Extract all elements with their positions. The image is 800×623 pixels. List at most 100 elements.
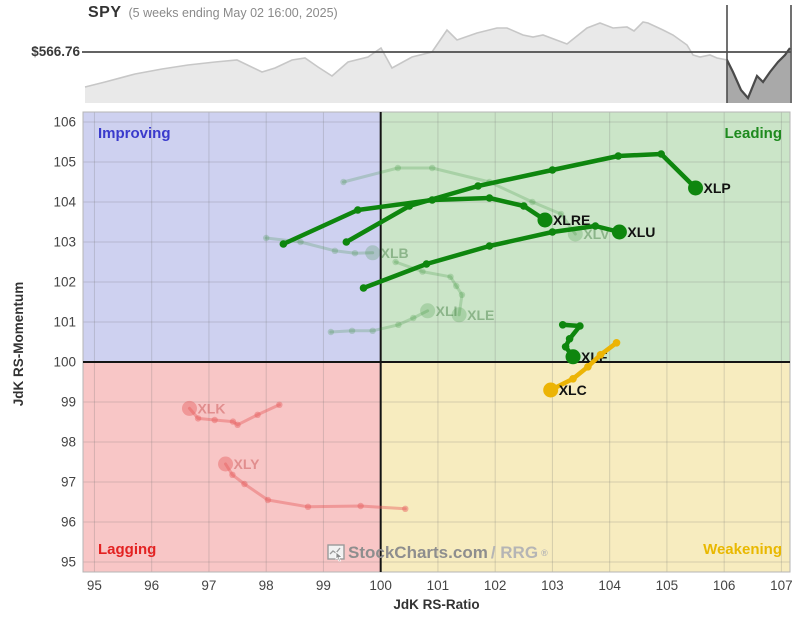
tail-node-dot (340, 178, 347, 186)
tail-XLP: XLP (342, 150, 731, 246)
y-tick-label: 102 (53, 275, 76, 290)
tail-line (281, 195, 548, 247)
symbol-dot-XLY[interactable] (218, 456, 234, 472)
symbol-dot-XLI[interactable] (420, 303, 436, 319)
tail-node-dot (264, 496, 272, 504)
tail-node-dot (395, 321, 402, 328)
tail-XLE: XLE (392, 258, 494, 323)
tail-node-dot (331, 247, 339, 254)
x-tick-label: 97 (201, 578, 216, 593)
symbol-dot-XLC[interactable] (543, 382, 559, 398)
tail-node-dot (211, 416, 218, 424)
tail-node-dot (194, 415, 202, 422)
symbol-dot-XLB[interactable] (365, 245, 381, 261)
y-axis-title: JdK RS-Momentum (11, 281, 26, 407)
symbol-label-XLU: XLU (627, 224, 655, 240)
x-tick-label: 99 (316, 578, 331, 593)
tail-line (361, 223, 622, 291)
stockcharts-logo-icon (327, 544, 345, 562)
tail-line (394, 260, 464, 317)
tail-node-dot (262, 234, 270, 242)
tail-node-dot (612, 339, 621, 347)
y-tick-label: 103 (53, 235, 76, 250)
chart-subtitle: (5 weeks ending May 02 16:00, 2025) (128, 6, 338, 20)
y-tick-label: 95 (61, 555, 76, 570)
sparkline-history (84, 21, 727, 103)
watermark: StockCharts.com / RRG ® (327, 543, 548, 563)
tail-node-dot (596, 351, 605, 359)
tail-node-dot (327, 328, 335, 336)
tail-node-dot (591, 222, 600, 230)
tail-node-dot (359, 284, 368, 292)
x-tick-label: 106 (713, 578, 736, 593)
x-tick-label: 104 (598, 578, 621, 593)
tail-node-dot (614, 152, 623, 160)
symbol-label-XLP: XLP (704, 180, 731, 196)
quadrant-weakening (380, 362, 790, 572)
x-tick-label: 103 (541, 578, 564, 593)
symbol-dot-XLE[interactable] (451, 307, 467, 323)
tail-node-dot (657, 150, 665, 158)
watermark-text-rrg: / RRG (490, 543, 539, 562)
y-tick-label: 100 (53, 355, 76, 370)
tail-XLK: XLK (181, 400, 283, 428)
x-tick-label: 102 (484, 578, 507, 593)
tail-node-dot (297, 238, 304, 246)
tail-node-dot (453, 282, 460, 290)
tail-node-dot (229, 418, 237, 425)
symbol-label-XLC: XLC (559, 382, 587, 398)
tail-node-dot (276, 401, 283, 408)
gridlines (83, 112, 790, 572)
tail-node-dot (348, 327, 356, 334)
tail-node-dot (392, 258, 399, 266)
x-tick-label: 107 (770, 578, 793, 593)
spy-price-sparkline (82, 5, 792, 103)
x-tick-label: 96 (144, 578, 159, 593)
tail-node-dot (548, 166, 557, 174)
tail-node-dot (353, 206, 362, 214)
symbol-label-XLB: XLB (381, 245, 409, 261)
tail-node-dot (529, 198, 536, 206)
symbol-dot-XLRE[interactable] (537, 212, 553, 228)
tail-node-dot (429, 164, 436, 172)
watermark-registered-mark: ® (541, 548, 548, 558)
tail-XLRE: XLRE (279, 194, 590, 248)
tail-node-dot (279, 240, 288, 248)
y-tick-label: 104 (53, 195, 76, 210)
symbol-label-XLE: XLE (467, 307, 494, 323)
price-level-label: $566.76 (31, 44, 80, 59)
x-axis-title: JdK RS-Ratio (393, 597, 480, 612)
tail-node-dot (548, 228, 557, 236)
symbol-dot-XLP[interactable] (688, 180, 704, 196)
quadrant-label-weakening: Weakening (703, 541, 782, 558)
tail-line (329, 309, 430, 334)
tail-node-dot (569, 375, 577, 383)
tail-node-dot (458, 291, 466, 298)
y-tick-label: 105 (53, 155, 76, 170)
y-tick-label: 101 (53, 315, 76, 330)
y-tick-label: 96 (61, 515, 76, 530)
x-tick-label: 100 (369, 578, 392, 593)
tail-node-dot (565, 335, 574, 343)
tail-node-dot (558, 321, 567, 329)
axis-tick-labels: 95 96 97 98 99 100 101 102 103 104 105 106 107 95 96 97… (53, 115, 792, 594)
tail-XLI: XLI (327, 303, 457, 336)
tail-XLC: XLC (543, 339, 621, 398)
y-tick-label: 98 (61, 435, 76, 450)
tail-node-dot (422, 260, 431, 268)
tail-node-dot (369, 327, 376, 334)
x-tick-label: 98 (259, 578, 274, 593)
symbol-dot-XLF[interactable] (565, 349, 581, 365)
symbol-dot-XLK[interactable] (181, 400, 197, 416)
tail-node-dot (561, 343, 570, 351)
tail-node-dot (485, 194, 494, 202)
quadrant-leading (380, 112, 790, 362)
tail-node-dot (410, 314, 417, 322)
plot-border (82, 111, 791, 573)
tail-XLU: XLU (359, 222, 655, 292)
symbol-dot-XLU[interactable] (611, 224, 627, 240)
tail-line (224, 462, 407, 511)
tail-node-dot (520, 202, 528, 210)
tail-node-dot (419, 268, 426, 275)
tail-node-dot (584, 363, 592, 371)
